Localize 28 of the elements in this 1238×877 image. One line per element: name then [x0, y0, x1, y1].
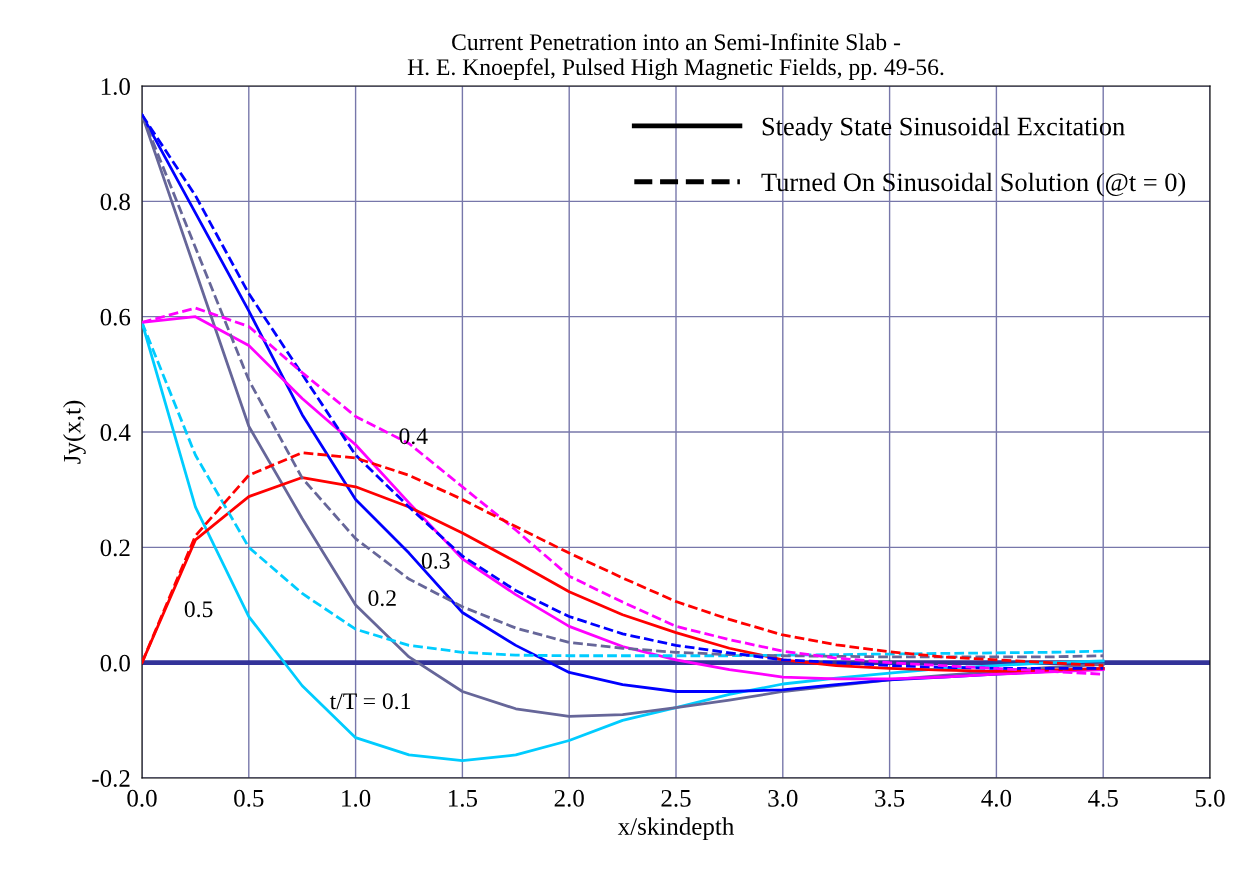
annotation: 0.5	[184, 601, 213, 618]
y-tick-label: 0.2	[100, 539, 130, 557]
x-tick-label: 5.0	[1195, 789, 1225, 807]
legend-label: Turned On Sinusoidal Solution (@t = 0)	[761, 172, 1186, 197]
annotation: t/T = 0.1	[329, 693, 411, 710]
x-tick-label: 3.5	[875, 789, 905, 807]
x-tick-label: 1.5	[448, 789, 478, 807]
y-tick-label: 1.0	[101, 78, 130, 96]
x-tick-label: 4.0	[981, 789, 1012, 807]
x-tick-label: 2.5	[661, 789, 691, 807]
x-tick-label: 2.0	[554, 789, 584, 807]
x-tick-label: 4.5	[1088, 790, 1118, 807]
y-tick-label: 0.8	[100, 193, 130, 211]
y-tick-label: 0.4	[100, 424, 131, 442]
x-tick-label: 0.0	[127, 789, 157, 807]
x-tick-label: 1.0	[342, 789, 371, 807]
x-tick-label: 3.0	[768, 789, 798, 807]
y-tick-label: 0.6	[100, 308, 131, 326]
annotation: 0.3	[421, 552, 450, 569]
y-axis-title: Jy(x,t)	[63, 400, 86, 464]
annotation: 0.4	[399, 428, 428, 445]
legend-label: Steady State Sinusoidal Excitation	[762, 116, 1125, 141]
x-axis-title: x/skindepth	[617, 817, 734, 841]
x-tick-label: 0.5	[234, 789, 264, 807]
chart-title: Current Penetration into an Semi-Infinite Slab - H. E. Knoepfel, Pulsed High Magnetic Fields, pp. 49-56.	[407, 33, 944, 80]
annotation: 0.2	[368, 590, 396, 607]
y-tick-label: -0.2	[92, 770, 130, 788]
y-tick-label: 0.0	[100, 654, 130, 672]
